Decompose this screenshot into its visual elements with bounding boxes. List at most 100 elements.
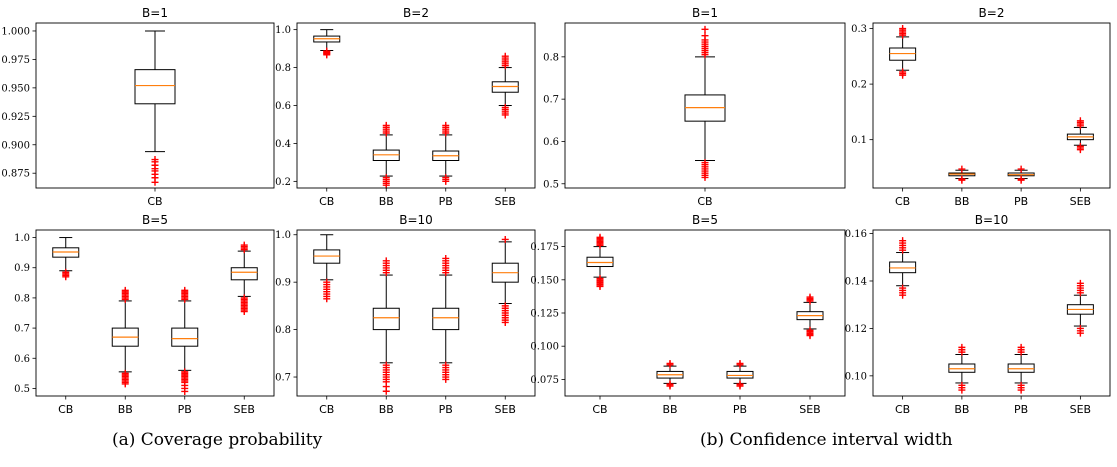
outlier-marker	[899, 291, 907, 299]
y-tick-label: 0.875	[1, 169, 30, 180]
outlier-marker	[701, 32, 709, 40]
box-bb	[111, 286, 139, 388]
panel-b-b2: B=2 0.1 0.2 0.3 CB BB PB SEB	[851, 6, 1111, 208]
outlier-marker	[442, 375, 450, 383]
y-tick-label: 1.0	[14, 233, 30, 244]
x-tick-label: BB	[954, 403, 969, 416]
outlier-marker	[501, 318, 509, 326]
y-tick-label: 0.175	[530, 242, 559, 253]
y-tick-label: 0.16	[845, 229, 867, 240]
x-tick-label: SEB	[799, 403, 820, 416]
panel-title: B=5	[692, 213, 718, 227]
x-tick-label: PB	[439, 195, 453, 208]
box-pb	[1007, 343, 1035, 394]
box-seb	[491, 235, 519, 326]
outlier-marker	[899, 25, 907, 33]
box-bb	[372, 257, 400, 395]
outlier-marker	[382, 257, 390, 265]
iqr-box	[171, 327, 199, 347]
x-tick-label: CB	[592, 403, 607, 416]
panel-title: B=2	[979, 6, 1005, 20]
box-pb	[726, 359, 754, 390]
x-tick-label: SEB	[234, 403, 255, 416]
outlier-marker	[1076, 146, 1084, 154]
y-tick-label: 0.6	[275, 101, 291, 112]
outlier-marker	[442, 254, 450, 262]
iqr-box	[432, 307, 460, 331]
box-pb	[1007, 165, 1035, 184]
box-seb	[1066, 117, 1094, 154]
box-pb	[432, 121, 460, 185]
outlier-marker	[701, 173, 709, 181]
box-seb	[796, 293, 824, 340]
iqr-box	[586, 256, 614, 268]
caption-coverage-probability: (a) Coverage probability	[112, 430, 323, 450]
iqr-box	[372, 307, 400, 331]
y-tick-label: 0.950	[1, 83, 30, 94]
outlier-marker	[899, 71, 907, 79]
panel-a-b1: B=1 0.875 0.900 0.925 0.950 0.975 1.000 CB	[1, 6, 275, 208]
box-seb	[491, 52, 519, 119]
outlier-marker	[151, 178, 159, 186]
x-tick-label: SEB	[1070, 195, 1091, 208]
outlier-marker	[121, 286, 129, 294]
panel-title: B=1	[692, 6, 718, 20]
x-tick-label: BB	[118, 403, 133, 416]
outlier-marker	[501, 52, 509, 60]
outlier-marker	[240, 307, 248, 315]
panel-b-b10: B=10 0.10 0.12 0.14 0.16 CB BB PB SEB	[845, 213, 1111, 416]
panel-title: B=2	[403, 6, 429, 20]
box-cb	[134, 30, 176, 186]
y-tick-label: 0.8	[14, 293, 30, 304]
outlier-marker	[1076, 117, 1084, 125]
axes-frame	[564, 22, 846, 189]
panel-title: B=10	[399, 213, 433, 227]
outlier-marker	[1017, 343, 1025, 351]
box-cb	[313, 29, 341, 59]
outlier-marker	[596, 233, 604, 241]
box-seb	[230, 241, 258, 315]
outlier-marker	[596, 282, 604, 290]
iqr-box	[230, 267, 258, 281]
box-pb	[432, 254, 460, 383]
x-tick-label: CB	[58, 403, 73, 416]
y-tick-label: 0.5	[14, 384, 30, 395]
y-tick-label: 0.150	[530, 275, 559, 286]
panel-title: B=5	[142, 213, 168, 227]
y-tick-label: 0.7	[543, 95, 559, 106]
y-tick-label: 0.14	[845, 276, 867, 287]
panel-b-b1: B=1 0.5 0.6 0.7 0.8 CB	[543, 6, 846, 208]
y-tick-label: 0.12	[845, 324, 867, 335]
box-bb	[948, 343, 976, 394]
outlier-marker	[1017, 386, 1025, 394]
axes-frame	[872, 22, 1111, 189]
outlier-marker	[899, 237, 907, 245]
panel-b-b5: B=5 0.075 0.100 0.125 0.150 0.175 CB BB PB SEB	[530, 213, 846, 416]
x-tick-label: BB	[379, 195, 394, 208]
x-tick-label: PB	[1014, 195, 1028, 208]
axes-frame	[35, 22, 275, 189]
box-pb	[171, 286, 199, 395]
box-cb	[586, 233, 614, 290]
y-tick-label: 0.4	[275, 139, 291, 150]
outlier-marker	[181, 387, 189, 395]
y-tick-label: 0.6	[14, 354, 30, 365]
x-tick-label: CB	[319, 195, 334, 208]
iqr-box	[134, 69, 176, 105]
x-tick-label: CB	[895, 195, 910, 208]
y-tick-label: 0.7	[275, 373, 291, 384]
x-tick-label: CB	[697, 195, 712, 208]
axes-frame	[35, 229, 275, 397]
outlier-marker	[240, 241, 248, 249]
y-tick-label: 0.9	[14, 263, 30, 274]
x-tick-label: BB	[379, 403, 394, 416]
x-tick-label: PB	[733, 403, 747, 416]
axes-frame	[564, 229, 846, 397]
outlier-marker	[958, 343, 966, 351]
outlier-marker	[1076, 279, 1084, 287]
x-tick-label: PB	[1014, 403, 1028, 416]
box-cb	[313, 234, 341, 303]
box-cb	[52, 237, 80, 281]
box-seb	[1066, 279, 1094, 337]
panel-a-b5: B=5 0.5 0.6 0.7 0.8 0.9 1.0 CB BB PB SEB	[14, 213, 275, 416]
